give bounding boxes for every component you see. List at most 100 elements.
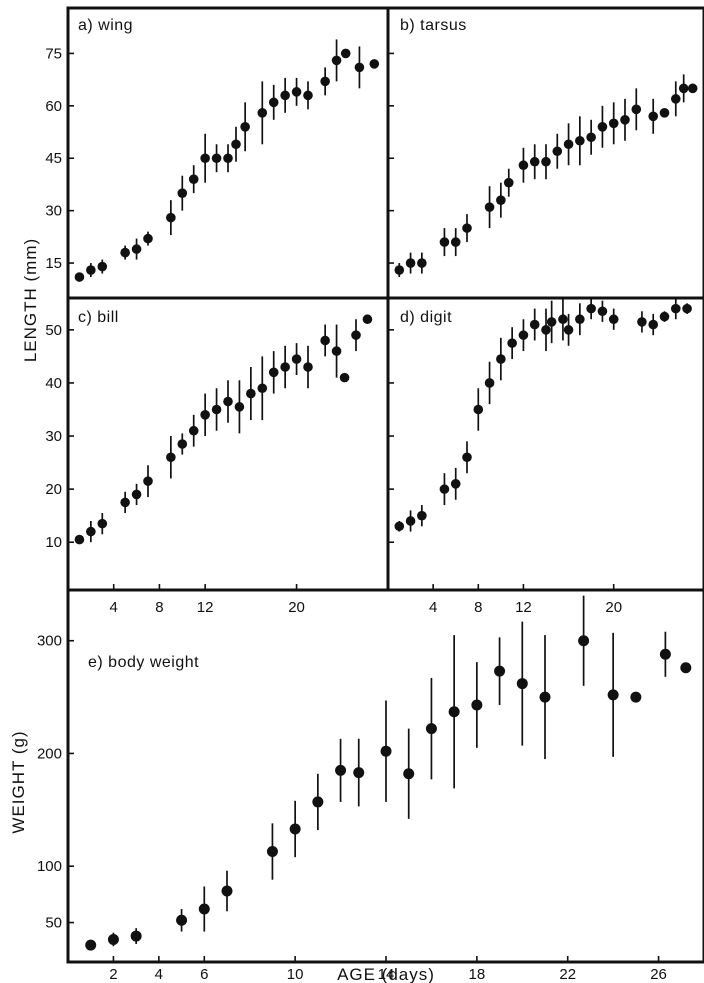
digit-data-point <box>518 330 529 340</box>
digit-data-point <box>546 317 557 327</box>
tarsus-data-point <box>608 118 619 129</box>
body-weight-data-point <box>289 823 301 835</box>
tarsus-data-point <box>552 146 563 157</box>
wing-ytick-label: 60 <box>45 98 62 115</box>
tarsus-data-point <box>450 237 461 247</box>
wing-data-point <box>331 55 342 66</box>
panel-a-label: a) wing <box>78 17 133 34</box>
bill-data-point <box>97 518 108 529</box>
axis-ticks: 15 30 45 60 75 10 20 30 40 50 50 100 200 300 2 4 6 10 14 18… <box>37 45 667 983</box>
wing-ytick-label: 45 <box>45 150 62 167</box>
tarsus-data-point <box>563 139 574 150</box>
bill-data-point <box>339 372 350 383</box>
body-weight-data-point <box>659 648 671 660</box>
age-xtick-label: 6 <box>200 966 208 983</box>
body-weight-ytick-label: 200 <box>37 745 62 762</box>
bill-data-point <box>320 335 330 346</box>
wing-data-point <box>231 139 241 150</box>
tarsus-data-point <box>575 135 585 146</box>
digit-xtick-label: 20 <box>605 599 622 616</box>
digit-data-point <box>563 325 574 335</box>
wing-data-point <box>240 121 250 132</box>
body-weight-data-point <box>312 796 324 808</box>
digit-data-point <box>507 338 517 348</box>
body-weight-data-point <box>221 885 233 897</box>
bill-data-point <box>143 476 153 486</box>
digit-data-point <box>597 306 608 317</box>
digit-data-point <box>473 404 484 415</box>
wing-data-point <box>369 59 380 69</box>
digit-xtick-label: 4 <box>429 599 437 616</box>
wing-data-point <box>280 90 290 101</box>
body-weight-data-point <box>516 678 528 690</box>
panel-b-label: b) tarsus <box>400 17 467 34</box>
digit-data-point <box>541 325 551 335</box>
digit-data-point <box>405 516 416 526</box>
wing-data-point <box>291 87 302 97</box>
bill-data-point <box>188 425 199 436</box>
wing-data-point <box>200 153 210 164</box>
bill-data-point <box>331 346 342 356</box>
tarsus-data-point <box>586 132 596 143</box>
body-weight-data-point <box>494 665 506 677</box>
panel-e-label: e) body weight <box>88 654 199 671</box>
tarsus-data-point <box>394 265 405 275</box>
tarsus-data-point <box>484 202 495 212</box>
wing-data-point <box>131 244 142 254</box>
tarsus-data-point <box>620 115 630 125</box>
bill-data-point <box>246 388 256 399</box>
data-marks <box>74 39 698 951</box>
tarsus-data-point <box>417 258 427 268</box>
digit-data-point <box>670 303 681 314</box>
wing-ytick-label: 75 <box>45 45 62 62</box>
bill-data-point <box>200 410 210 420</box>
bill-data-point <box>234 402 245 412</box>
bill-data-point <box>120 497 130 508</box>
weight-axis-label: WEIGHT (g) <box>9 730 28 833</box>
wing-data-point <box>354 62 365 73</box>
wing-data-point <box>303 90 313 101</box>
digit-data-point <box>417 510 427 521</box>
wing-data-point <box>188 174 199 185</box>
body-weight-data-point <box>607 689 619 701</box>
bill-data-point <box>257 383 268 394</box>
digit-xtick-label: 8 <box>474 599 482 616</box>
wing-data-point <box>257 108 268 118</box>
tarsus-data-point <box>678 83 689 94</box>
digit-data-point <box>439 484 450 494</box>
body-weight-data-point <box>107 933 119 945</box>
bill-ytick-label: 40 <box>45 375 62 392</box>
tarsus-data-point <box>496 195 506 205</box>
wing-data-point <box>211 153 222 164</box>
panel-d-label: d) digit <box>400 309 452 326</box>
bill-data-point <box>351 330 361 340</box>
tarsus-data-point <box>518 160 529 171</box>
tarsus-data-point <box>687 83 698 94</box>
body-weight-data-point <box>198 903 210 915</box>
age-xtick-label: 14 <box>378 966 395 983</box>
bill-data-point <box>268 367 279 378</box>
digit-data-point <box>637 317 647 327</box>
bill-data-point <box>166 452 176 463</box>
body-weight-data-point <box>335 764 347 776</box>
wing-data-point <box>166 212 176 223</box>
tarsus-data-point <box>503 177 514 188</box>
body-weight-ytick-label: 50 <box>45 915 62 932</box>
tarsus-data-point <box>631 104 642 115</box>
age-axis-label: AGE (days) <box>337 965 435 983</box>
age-xtick-label: 4 <box>155 966 163 983</box>
body-weight-data-point <box>425 723 437 735</box>
wing-data-point <box>120 247 130 258</box>
age-xtick-label: 26 <box>650 966 667 983</box>
wing-data-point <box>320 76 330 87</box>
body-weight-data-point <box>85 939 97 951</box>
digit-data-point <box>648 319 659 330</box>
tarsus-data-point <box>648 111 659 122</box>
digit-data-point <box>450 479 461 489</box>
bill-data-point <box>86 526 96 537</box>
bill-ytick-label: 10 <box>45 534 62 551</box>
body-weight-ytick-label: 300 <box>37 633 62 650</box>
bill-xtick-label: 8 <box>155 599 163 616</box>
wing-ytick-label: 30 <box>45 203 62 220</box>
